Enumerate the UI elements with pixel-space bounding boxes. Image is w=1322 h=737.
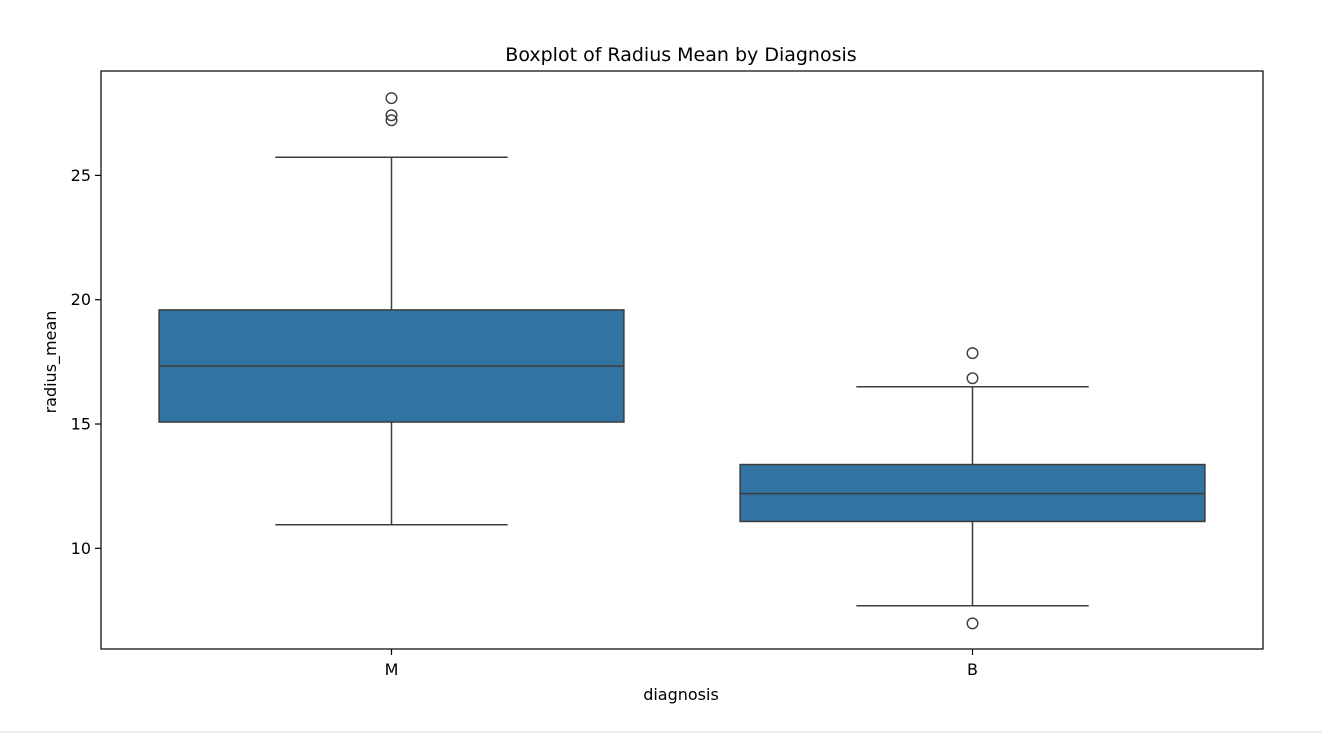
box-m: [158, 92, 625, 526]
x-tick-label: B: [967, 660, 978, 679]
x-axis-label: diagnosis: [643, 685, 719, 704]
chart-title: Boxplot of Radius Mean by Diagnosis: [505, 44, 856, 66]
plot-area: [158, 92, 1206, 630]
y-tick-label: 15: [71, 415, 91, 434]
plot-frame: [100, 70, 1264, 650]
outlier-point-m: [385, 109, 398, 122]
y-tick-label: 20: [71, 290, 91, 309]
outlier-point-b: [966, 347, 979, 360]
outlier-point-b: [966, 372, 979, 385]
x-tick-label: M: [385, 660, 399, 679]
axes: 10 15 20 25 M B: [71, 166, 978, 679]
y-tick-label: 25: [71, 166, 91, 185]
outlier-point-b: [966, 617, 979, 630]
box-b: [739, 347, 1206, 630]
outlier-point-m: [385, 114, 398, 127]
y-axis-label: radius_mean: [41, 311, 61, 414]
outlier-point-m: [385, 92, 398, 105]
y-tick-label: 10: [71, 539, 91, 558]
footer-divider: [0, 731, 1322, 733]
